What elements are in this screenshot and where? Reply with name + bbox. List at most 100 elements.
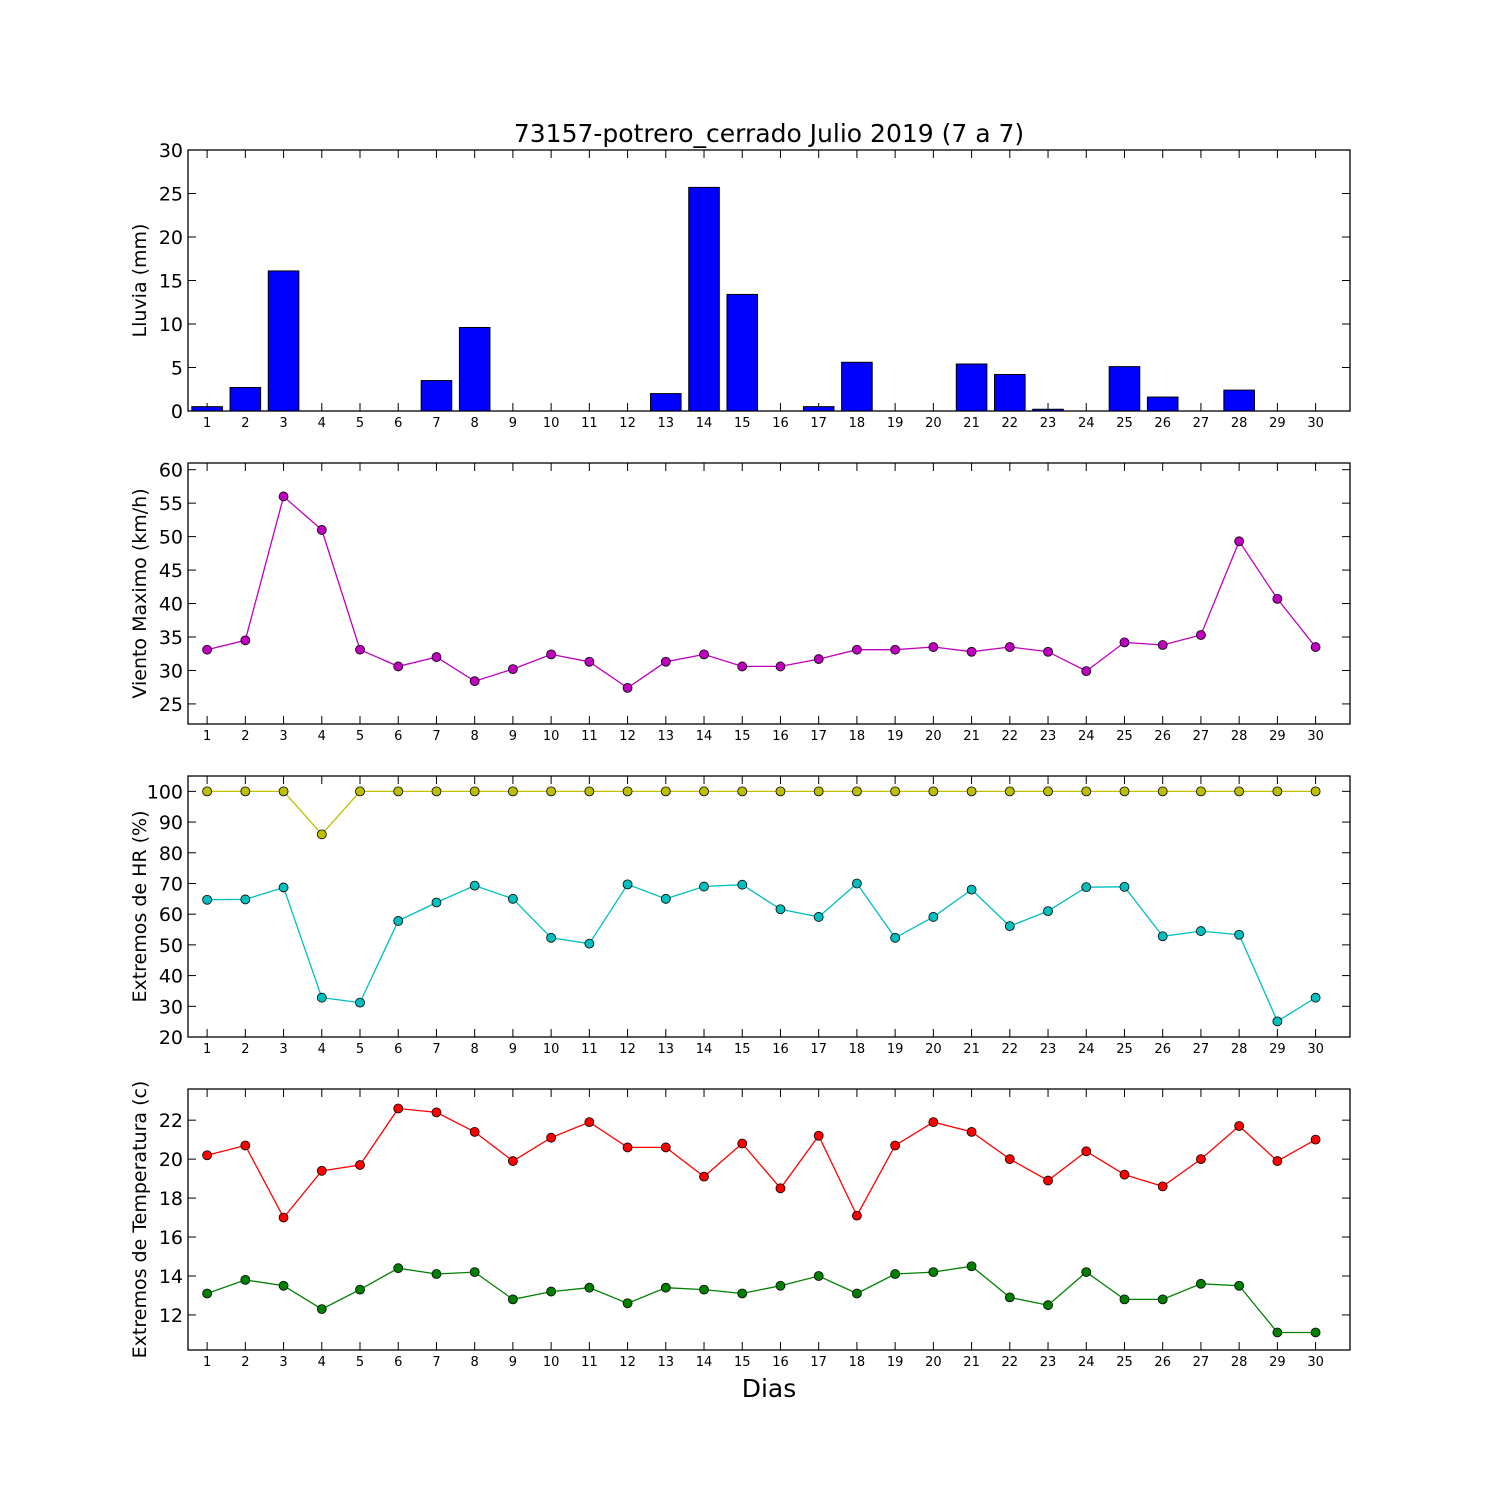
y-tick-label: 55: [159, 493, 183, 515]
x-tick-label: 6: [394, 416, 402, 431]
x-tick-label: 23: [1040, 1042, 1057, 1057]
point-hr-max: [546, 786, 557, 797]
point-temp-max: [1004, 1154, 1015, 1165]
point-temp-max: [240, 1140, 251, 1151]
point-hr-min: [660, 893, 671, 904]
point-wind: [1081, 666, 1092, 677]
point-temp-max: [813, 1130, 824, 1141]
x-tick-label: 19: [887, 729, 904, 744]
x-tick-label: 23: [1040, 416, 1057, 431]
point-temp-max: [1157, 1181, 1168, 1192]
point-hr-max: [393, 786, 404, 797]
point-hr-max: [852, 786, 862, 797]
y-tick-label: 25: [159, 694, 183, 716]
point-hr-min: [202, 894, 213, 905]
plot-frame: [187, 149, 1351, 412]
point-hr-max: [1310, 786, 1321, 797]
x-tick-label: 26: [1154, 729, 1171, 744]
x-tick-label: 29: [1269, 416, 1286, 431]
point-hr-min: [393, 916, 404, 926]
y-tick-label: 30: [159, 660, 183, 682]
x-tick-label: 7: [432, 1355, 440, 1370]
point-hr-min: [469, 880, 480, 891]
point-wind: [1119, 637, 1130, 648]
bar-rain: [1108, 366, 1141, 412]
x-tick-label: 17: [810, 1042, 827, 1057]
point-wind: [278, 491, 289, 502]
point-wind: [508, 664, 518, 675]
point-hr-min: [737, 879, 748, 890]
point-temp-max: [1196, 1154, 1206, 1165]
x-tick-label: 26: [1154, 1355, 1171, 1370]
y-tick-label: 70: [159, 873, 183, 895]
point-hr-max: [1119, 786, 1130, 797]
point-wind: [890, 644, 901, 655]
x-tick-label: 25: [1116, 1042, 1133, 1057]
y-tick-label: 60: [159, 460, 183, 482]
point-wind: [1004, 642, 1015, 652]
point-hr-min: [1234, 929, 1245, 940]
x-tick-label: 25: [1116, 729, 1133, 744]
line-temp-max: [206, 1107, 1316, 1219]
x-tick-label: 15: [734, 729, 751, 744]
x-tick-label: 10: [543, 729, 560, 744]
point-hr-max: [1157, 786, 1168, 797]
y-tick-label: 22: [159, 1110, 183, 1132]
x-tick-label: 16: [772, 1355, 789, 1370]
point-temp-min: [928, 1267, 939, 1277]
point-temp-min: [890, 1269, 901, 1279]
y-tick-label: 60: [159, 904, 183, 926]
point-temp-max: [928, 1117, 939, 1128]
bar-rain: [267, 270, 300, 412]
point-wind: [546, 649, 557, 660]
x-tick-label: 19: [887, 1355, 904, 1370]
point-hr-min: [240, 894, 251, 905]
point-hr-min: [699, 881, 709, 892]
x-tick-label: 1: [203, 1042, 211, 1057]
point-wind: [1157, 640, 1168, 650]
point-wind: [737, 661, 748, 672]
x-tick-label: 28: [1231, 1042, 1248, 1057]
x-tick-label: 1: [203, 1355, 211, 1370]
point-hr-max: [1081, 786, 1092, 797]
x-tick-label: 5: [356, 1042, 364, 1057]
x-tick-label: 25: [1116, 1355, 1133, 1370]
point-temp-max: [1234, 1121, 1245, 1131]
point-wind: [813, 654, 824, 664]
x-tick-label: 4: [318, 416, 326, 431]
y-tick-label: 20: [159, 227, 183, 249]
plot-frame: [187, 462, 1351, 725]
x-tick-label: 27: [1193, 1355, 1210, 1370]
y-tick-label: 100: [147, 781, 183, 803]
point-temp-min: [813, 1271, 824, 1281]
point-wind: [966, 646, 977, 657]
x-axis-title: Dias: [742, 1374, 797, 1403]
x-tick-label: 26: [1154, 416, 1171, 431]
y-tick-label: 18: [159, 1188, 183, 1210]
point-hr-min: [316, 992, 327, 1003]
point-hr-min: [1043, 906, 1053, 917]
x-tick-label: 27: [1193, 729, 1210, 744]
point-temp-max: [546, 1132, 557, 1143]
x-tick-label: 4: [318, 1042, 326, 1057]
point-wind: [775, 661, 786, 672]
point-hr-max: [775, 786, 786, 797]
x-tick-label: 6: [394, 729, 402, 744]
point-temp-max: [584, 1117, 595, 1128]
point-wind: [1043, 646, 1053, 657]
y-tick-label: 14: [159, 1266, 183, 1288]
x-tick-label: 1: [203, 729, 211, 744]
x-tick-label: 14: [696, 416, 713, 431]
point-wind: [240, 635, 251, 646]
point-hr-max: [1272, 786, 1283, 797]
point-temp-max: [852, 1210, 862, 1221]
x-tick-label: 29: [1269, 1355, 1286, 1370]
y-tick-label: 50: [159, 935, 183, 957]
x-tick-label: 28: [1231, 416, 1248, 431]
point-hr-max: [240, 786, 251, 797]
y-axis-label: Lluvia (mm): [129, 224, 151, 338]
point-temp-min: [584, 1282, 595, 1293]
point-hr-min: [928, 912, 939, 922]
point-temp-max: [699, 1171, 709, 1182]
